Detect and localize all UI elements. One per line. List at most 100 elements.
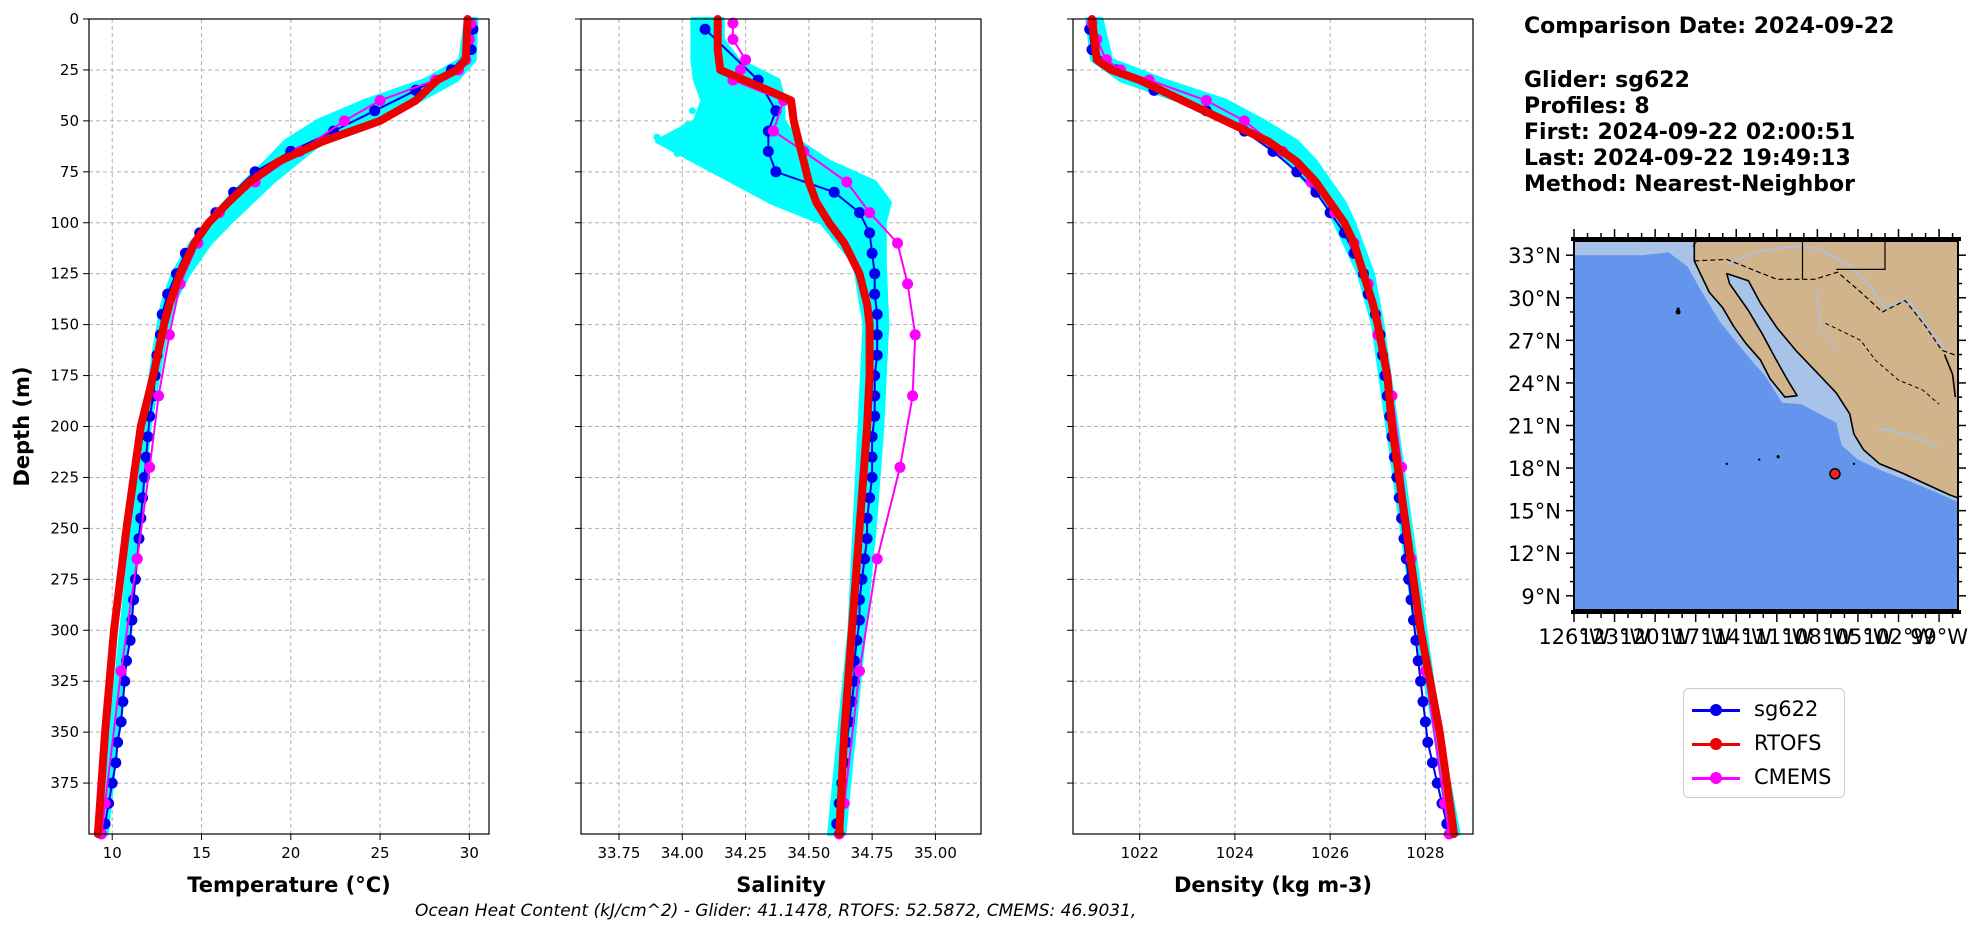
legend-item-cmems: CMEMS bbox=[1692, 763, 1842, 793]
sg622-point bbox=[869, 268, 881, 280]
map-frame-band bbox=[1571, 237, 1961, 241]
sg622-point bbox=[1412, 655, 1424, 667]
lon-label: 108°W bbox=[1782, 625, 1854, 649]
sg622-point bbox=[110, 757, 122, 769]
profile-count: Profiles: 8 bbox=[1524, 94, 1650, 119]
lat-label: 9°N bbox=[1521, 585, 1561, 609]
map-frame-band bbox=[1571, 610, 1961, 614]
sg622-point bbox=[128, 594, 140, 606]
sg622-point bbox=[699, 23, 711, 35]
lat-label: 21°N bbox=[1508, 415, 1561, 439]
cmems-point bbox=[1200, 95, 1212, 106]
river bbox=[1727, 245, 1946, 350]
state-border bbox=[1825, 322, 1940, 405]
y-tick-label: 125 bbox=[50, 265, 79, 283]
lon-label: 114°W bbox=[1701, 625, 1773, 649]
cmems-point bbox=[854, 665, 865, 677]
island bbox=[1776, 455, 1780, 459]
lat-label: 24°N bbox=[1508, 372, 1561, 396]
location-map: 33°N 30°N 27°N 24°N 21°N 18°N 15°N 12°N 9°N 126°W… bbox=[1508, 229, 1968, 649]
y-tick-label: 75 bbox=[60, 163, 79, 181]
legend-item-sg622: sg622 bbox=[1692, 695, 1842, 725]
raw-data-point bbox=[653, 133, 661, 141]
cmems-point bbox=[909, 329, 921, 341]
sg622-point bbox=[861, 533, 873, 545]
sg622-point bbox=[1427, 757, 1438, 769]
y-tick-label: 0 bbox=[69, 10, 79, 28]
raw-data-point bbox=[678, 141, 686, 149]
raw-data-point bbox=[688, 107, 696, 115]
sg622-point bbox=[871, 308, 883, 320]
state-border bbox=[1836, 241, 1886, 270]
legend-marker bbox=[1710, 704, 1722, 716]
cmems-point bbox=[892, 237, 903, 249]
legend-item-rtofs: RTOFS bbox=[1692, 729, 1842, 759]
lat-label: 18°N bbox=[1508, 457, 1561, 481]
x-axis-label: Salinity bbox=[736, 873, 826, 897]
sg622-point bbox=[115, 716, 127, 728]
x-tick-label: 33.75 bbox=[597, 844, 640, 862]
river bbox=[1816, 290, 1839, 350]
sg622-point bbox=[1431, 777, 1443, 789]
cmems-point bbox=[902, 278, 914, 290]
cmems-point bbox=[374, 95, 386, 106]
cmems-point bbox=[338, 115, 350, 127]
x-tick-label: 1022 bbox=[1121, 844, 1159, 862]
first-profile-time: First: 2024-09-22 02:00:51 bbox=[1524, 120, 1856, 145]
lon-label: 102°W bbox=[1863, 625, 1935, 649]
ocean-heat-content-note: Ocean Heat Content (kJ/cm^2) - Glider: 4… bbox=[415, 901, 1137, 921]
gulf-coast bbox=[1943, 354, 1957, 398]
cmems-point bbox=[894, 461, 906, 473]
sg622-point bbox=[866, 471, 878, 483]
comparison-date: Comparison Date: 2024-09-22 bbox=[1524, 14, 1895, 39]
lon-label: 120°W bbox=[1619, 625, 1691, 649]
sg622-point bbox=[869, 288, 881, 300]
glider-location-marker bbox=[1829, 468, 1841, 480]
sg622-point bbox=[770, 166, 782, 178]
temperature-panel: 10 15 20 25 30025507510012515017520022525027… bbox=[10, 10, 490, 897]
x-axis-label: Temperature (°C) bbox=[187, 873, 390, 897]
salinity-panel: 33.75 34.00 34.25 34.50 34.75 35.00 Salinity bbox=[575, 15, 982, 897]
national-border bbox=[1694, 258, 1959, 357]
island bbox=[1676, 307, 1680, 314]
lon-label: 99°W bbox=[1910, 625, 1968, 649]
sg622-point bbox=[124, 634, 136, 646]
method: Method: Nearest-Neighbor bbox=[1524, 172, 1855, 197]
lon-label: 123°W bbox=[1579, 625, 1651, 649]
sg622-point bbox=[864, 227, 876, 239]
island bbox=[1758, 458, 1761, 461]
y-axis-label: Depth (m) bbox=[10, 366, 34, 486]
legend-label: sg622 bbox=[1754, 697, 1819, 721]
rtofs-line bbox=[93, 15, 472, 838]
cmems-point bbox=[131, 553, 143, 565]
x-tick-label: 1024 bbox=[1216, 844, 1254, 862]
sg622-point bbox=[1422, 736, 1434, 748]
x-tick-label: 10 bbox=[103, 844, 122, 862]
y-tick-label: 150 bbox=[50, 316, 79, 334]
lat-label: 27°N bbox=[1508, 329, 1561, 353]
cmems-point bbox=[115, 665, 127, 677]
cmems-point bbox=[144, 461, 156, 473]
sg622-point bbox=[1419, 716, 1431, 728]
sg622-point bbox=[864, 492, 876, 504]
sg622-point bbox=[871, 349, 883, 361]
sg622-point bbox=[369, 105, 381, 117]
y-tick-label: 200 bbox=[50, 418, 79, 436]
sg622-point bbox=[869, 410, 881, 422]
x-tick-label: 34.00 bbox=[661, 844, 704, 862]
lon-label: 117°W bbox=[1660, 625, 1732, 649]
rtofs-line bbox=[1088, 15, 1458, 838]
x-tick-label: 34.25 bbox=[724, 844, 767, 862]
glider-name: Glider: sg622 bbox=[1524, 68, 1690, 93]
cmems-point bbox=[871, 553, 883, 565]
legend-marker bbox=[1710, 772, 1722, 784]
y-tick-label: 50 bbox=[60, 112, 79, 130]
cmems-point bbox=[735, 64, 746, 76]
y-tick-label: 225 bbox=[50, 468, 79, 486]
sg622-point bbox=[1415, 675, 1427, 687]
cmems-point bbox=[153, 390, 165, 402]
cmems-point bbox=[864, 207, 876, 219]
raw-data-point bbox=[693, 158, 701, 166]
cmems-point bbox=[767, 125, 779, 137]
sg622-point bbox=[871, 329, 883, 341]
